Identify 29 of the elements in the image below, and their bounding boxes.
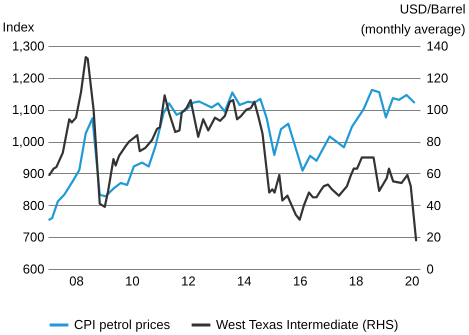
- y2-tick-label: 60: [426, 166, 441, 181]
- line-series: [48, 88, 416, 221]
- x-tick-label: 16: [292, 274, 308, 288]
- y2-tick-label: 80: [426, 134, 441, 150]
- y-tick-label: 1,100: [12, 102, 44, 118]
- x-tick-label: 18: [348, 274, 364, 288]
- y2-tick-label: 100: [426, 102, 448, 118]
- x-tick-label: 08: [69, 274, 84, 288]
- y-tick-label: 800: [22, 198, 44, 213]
- y2-axis-title: USD/Barrel (monthly average): [360, 2, 466, 36]
- y-axis-title: Index: [2, 20, 35, 34]
- y-tick-label: 1,000: [12, 134, 44, 150]
- y-tick-label: 1,300: [12, 38, 44, 54]
- y2-tick-label: 140: [426, 38, 448, 54]
- y2-tick-label: 20: [426, 230, 441, 245]
- y-tick-label: 900: [22, 166, 44, 181]
- y-tick-label: 700: [22, 230, 44, 245]
- x-tick-label: 10: [125, 274, 140, 288]
- y2-tick-label: 40: [426, 198, 441, 213]
- line-series: [48, 56, 418, 242]
- y2-tick-label: 120: [426, 70, 448, 86]
- legend-label: CPI petrol prices: [74, 317, 171, 332]
- y2-tick-label: 0: [426, 262, 434, 276]
- x-tick-label: 20: [404, 274, 420, 288]
- legend-label: West Texas Intermediate (RHS): [216, 317, 398, 332]
- y-tick-label: 600: [22, 262, 44, 276]
- x-tick-label: 12: [181, 274, 196, 288]
- x-tick-label: 14: [237, 274, 252, 288]
- y-tick-label: 1,200: [12, 70, 44, 86]
